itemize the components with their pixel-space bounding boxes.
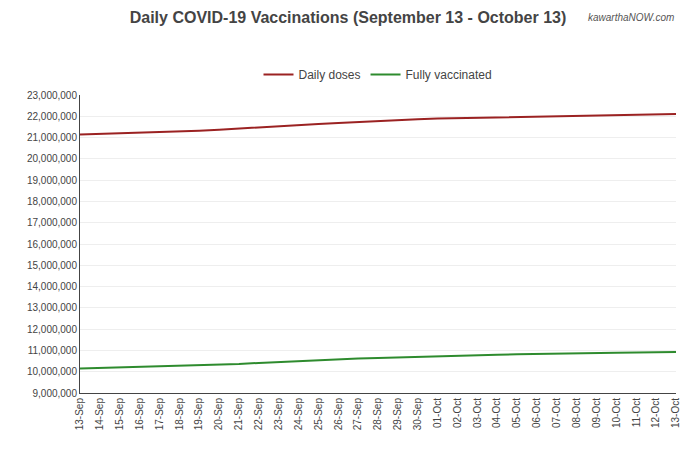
svg-text:14,000,000: 14,000,000: [27, 281, 77, 292]
svg-text:24-Sep: 24-Sep: [293, 398, 304, 431]
svg-text:18,000,000: 18,000,000: [27, 196, 77, 207]
svg-text:04-Oct: 04-Oct: [491, 398, 502, 428]
svg-text:08-Oct: 08-Oct: [571, 398, 582, 428]
svg-text:9,000,000: 9,000,000: [33, 388, 78, 399]
svg-text:27-Sep: 27-Sep: [352, 398, 363, 431]
svg-text:Fully vaccinated: Fully vaccinated: [406, 68, 492, 82]
svg-text:01-Oct: 01-Oct: [432, 398, 443, 428]
svg-text:10-Oct: 10-Oct: [611, 398, 622, 428]
svg-text:18-Sep: 18-Sep: [174, 398, 185, 431]
svg-text:26-Sep: 26-Sep: [333, 398, 344, 431]
svg-text:19,000,000: 19,000,000: [27, 175, 77, 186]
svg-text:22-Sep: 22-Sep: [253, 398, 264, 431]
svg-text:05-Oct: 05-Oct: [511, 398, 522, 428]
svg-text:Daily doses: Daily doses: [299, 68, 361, 82]
svg-text:11,000,000: 11,000,000: [28, 345, 78, 356]
svg-text:20-Sep: 20-Sep: [213, 398, 224, 431]
svg-text:15,000,000: 15,000,000: [27, 260, 77, 271]
svg-text:21-Sep: 21-Sep: [233, 398, 244, 431]
svg-text:02-Oct: 02-Oct: [452, 398, 463, 428]
svg-text:14-Sep: 14-Sep: [94, 398, 105, 431]
svg-text:Daily COVID-19 Vaccinations (S: Daily COVID-19 Vaccinations (September 1…: [130, 9, 567, 26]
svg-text:12-Oct: 12-Oct: [650, 398, 661, 428]
svg-text:25-Sep: 25-Sep: [313, 398, 324, 431]
svg-text:22,000,000: 22,000,000: [27, 111, 77, 122]
svg-text:17-Sep: 17-Sep: [154, 398, 165, 431]
svg-text:03-Oct: 03-Oct: [472, 398, 483, 428]
svg-text:23,000,000: 23,000,000: [27, 90, 77, 101]
svg-text:28-Sep: 28-Sep: [372, 398, 383, 431]
svg-text:23-Sep: 23-Sep: [273, 398, 284, 431]
svg-text:09-Oct: 09-Oct: [591, 398, 602, 428]
svg-text:13,000,000: 13,000,000: [27, 302, 77, 313]
svg-text:16,000,000: 16,000,000: [27, 239, 77, 250]
svg-text:13-Sep: 13-Sep: [74, 398, 85, 431]
svg-text:11-Oct: 11-Oct: [631, 398, 642, 427]
svg-text:30-Sep: 30-Sep: [412, 398, 423, 431]
svg-text:15-Sep: 15-Sep: [114, 398, 125, 431]
svg-text:12,000,000: 12,000,000: [27, 324, 77, 335]
svg-text:20,000,000: 20,000,000: [27, 153, 77, 164]
svg-text:21,000,000: 21,000,000: [27, 132, 77, 143]
svg-text:19-Sep: 19-Sep: [193, 398, 204, 431]
svg-text:16-Sep: 16-Sep: [134, 398, 145, 431]
svg-text:10,000,000: 10,000,000: [27, 366, 77, 377]
svg-text:17,000,000: 17,000,000: [27, 217, 77, 228]
svg-text:kawarthaNOW.com: kawarthaNOW.com: [588, 12, 674, 23]
svg-text:29-Sep: 29-Sep: [392, 398, 403, 431]
svg-text:06-Oct: 06-Oct: [531, 398, 542, 428]
svg-text:07-Oct: 07-Oct: [551, 398, 562, 428]
svg-text:13-Oct: 13-Oct: [670, 398, 681, 428]
